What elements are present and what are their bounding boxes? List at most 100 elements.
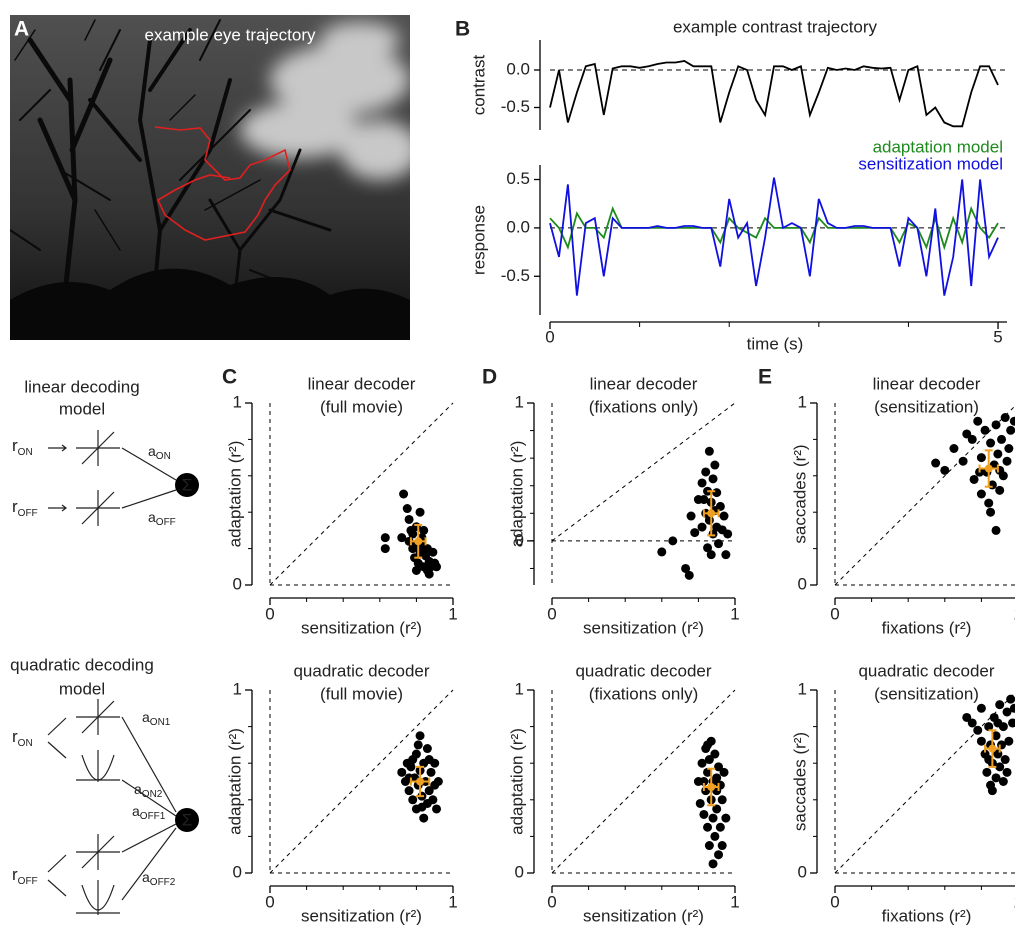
point	[949, 444, 959, 453]
x-tick-label: 1	[730, 892, 739, 911]
input-label: rON	[12, 436, 33, 457]
point	[1008, 718, 1015, 728]
chart-title: quadratic decoder	[858, 661, 994, 680]
quadratic-model-diagram: quadratic decoding model rON rOFF Σ aON1…	[10, 655, 199, 915]
x-axis-label: sensitization (r²)	[301, 618, 422, 637]
weight-label: aOFF1	[132, 803, 166, 822]
y-tick-label: 0	[515, 530, 524, 549]
point	[697, 478, 707, 488]
panel-label: C	[222, 366, 237, 389]
point	[714, 762, 724, 772]
y-tick-label: 0.0	[506, 217, 530, 236]
point	[701, 467, 711, 477]
point	[1002, 707, 1012, 717]
point	[995, 485, 1005, 495]
x-tick-label: 1	[448, 604, 457, 623]
weight-label: aOFF2	[142, 869, 176, 888]
chart-title: linear decoder	[308, 374, 416, 393]
point	[986, 438, 996, 448]
point	[991, 773, 1001, 783]
point	[408, 795, 418, 805]
point	[419, 813, 429, 823]
x-tick-label: 0	[547, 604, 556, 623]
point	[1004, 444, 1014, 453]
identity-line	[269, 402, 454, 586]
chart-title: (full movie)	[320, 397, 403, 416]
point	[699, 777, 709, 786]
linear-model-diagram: linear decoding model rON rOFF Σ aON aOF…	[12, 377, 199, 528]
point	[973, 725, 983, 735]
image-title: example eye trajectory	[144, 25, 316, 44]
point	[717, 841, 727, 851]
point	[984, 722, 994, 732]
point	[997, 434, 1007, 444]
point	[697, 522, 707, 532]
point	[712, 804, 722, 814]
point	[984, 498, 994, 508]
point	[657, 547, 667, 557]
point	[681, 563, 691, 573]
point	[703, 767, 713, 777]
point	[721, 550, 731, 560]
identity-line	[834, 405, 1015, 586]
identity-line	[269, 689, 454, 874]
point	[976, 453, 986, 463]
y-axis-label: adaptation (r²)	[225, 728, 244, 835]
x-tick-label: 1	[1013, 892, 1015, 911]
weight-label: aON1	[142, 709, 171, 728]
identity-line	[834, 692, 1015, 874]
point	[987, 786, 997, 796]
point	[1002, 767, 1012, 777]
point	[419, 525, 429, 535]
mean-point	[707, 782, 716, 791]
point	[430, 758, 440, 768]
point	[991, 525, 1001, 535]
point	[710, 831, 720, 841]
series-line	[549, 177, 999, 296]
point	[428, 795, 438, 805]
point	[703, 822, 713, 832]
point	[991, 420, 1001, 430]
y-tick-label: 1	[233, 679, 242, 698]
point	[426, 767, 436, 777]
point	[668, 536, 678, 546]
panel-label: B	[455, 18, 470, 41]
point	[998, 777, 1008, 786]
x-tick-label: 1	[448, 892, 457, 911]
panel-label: E	[758, 366, 772, 389]
point	[980, 425, 990, 435]
point	[397, 533, 407, 543]
y-tick-label: 0.0	[506, 59, 530, 78]
point	[428, 547, 438, 557]
point	[967, 718, 977, 728]
y-axis-label: adaptation (r²)	[507, 728, 526, 835]
point	[684, 570, 694, 580]
y-tick-label: 0	[515, 862, 524, 881]
point	[976, 736, 986, 746]
point	[397, 767, 407, 777]
point	[984, 755, 994, 765]
point	[408, 529, 418, 539]
point	[714, 850, 724, 860]
y-tick-label: 1	[515, 679, 524, 698]
point	[714, 539, 724, 549]
x-tick-label: 0	[547, 892, 556, 911]
chart-title: (sensitization)	[874, 684, 979, 703]
point	[1006, 425, 1015, 435]
chart-title: (fixations only)	[589, 397, 699, 416]
mean-point	[414, 537, 423, 546]
model-title: model	[59, 679, 105, 698]
point	[995, 762, 1005, 772]
point	[973, 416, 983, 426]
chart-title: quadratic decoder	[293, 661, 429, 680]
point	[704, 755, 714, 765]
point	[424, 786, 434, 796]
panel-label: D	[482, 366, 497, 389]
y-axis-label: adaptation (r²)	[507, 441, 526, 548]
x-tick-label: 0	[545, 327, 554, 346]
point	[723, 529, 733, 539]
y-axis-label: saccades (r²)	[790, 732, 809, 831]
sum-symbol: Σ	[182, 810, 193, 829]
point	[715, 501, 725, 511]
